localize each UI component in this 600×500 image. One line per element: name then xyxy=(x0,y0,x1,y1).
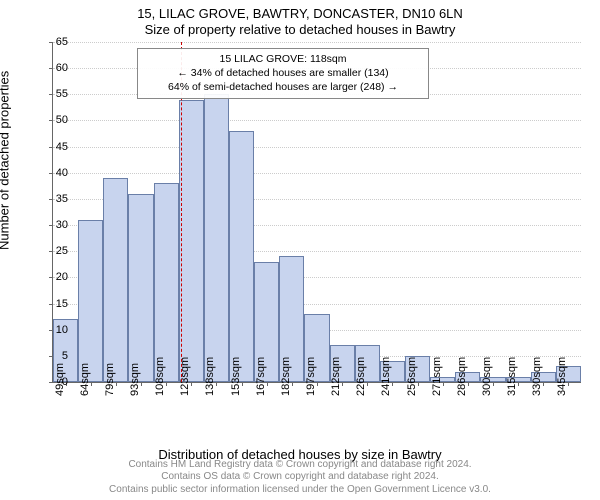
y-tick-label: 10 xyxy=(44,324,68,336)
footer-line-2: Contains OS data © Crown copyright and d… xyxy=(0,471,600,484)
x-tick-mark xyxy=(166,382,167,386)
page-title: 15, LILAC GROVE, BAWTRY, DONCASTER, DN10… xyxy=(0,6,600,21)
y-tick-label: 60 xyxy=(44,62,68,74)
histogram-bar xyxy=(179,100,204,382)
x-tick-mark xyxy=(568,382,569,386)
annotation-box: 15 LILAC GROVE: 118sqm ← 34% of detached… xyxy=(137,48,429,99)
y-tick-label: 20 xyxy=(44,271,68,283)
histogram-bar xyxy=(154,183,179,382)
grid-line xyxy=(53,120,581,121)
footer-line-3: Contains public sector information licen… xyxy=(0,484,600,497)
footer-line-1: Contains HM Land Registry data © Crown c… xyxy=(0,459,600,472)
x-tick-mark xyxy=(392,382,393,386)
x-tick-mark xyxy=(216,382,217,386)
x-tick-mark xyxy=(493,382,494,386)
histogram-bar xyxy=(78,220,103,382)
x-tick-mark xyxy=(543,382,544,386)
x-tick-mark xyxy=(367,382,368,386)
y-axis-label: Number of detached properties xyxy=(0,71,12,250)
y-tick-label: 65 xyxy=(44,36,68,48)
histogram-bar xyxy=(229,131,254,382)
x-tick-mark xyxy=(317,382,318,386)
annotation-line-3: 64% of semi-detached houses are larger (… xyxy=(144,80,422,94)
y-tick-label: 40 xyxy=(44,167,68,179)
x-tick-mark xyxy=(141,382,142,386)
x-tick-mark xyxy=(342,382,343,386)
annotation-line-2: ← 34% of detached houses are smaller (13… xyxy=(144,66,422,80)
plot-area: 15 LILAC GROVE: 118sqm ← 34% of detached… xyxy=(52,42,581,383)
grid-line xyxy=(53,173,581,174)
x-tick-mark xyxy=(518,382,519,386)
y-tick-label: 35 xyxy=(44,193,68,205)
y-tick-label: 5 xyxy=(44,350,68,362)
y-tick-label: 45 xyxy=(44,141,68,153)
y-tick-label: 30 xyxy=(44,219,68,231)
footer: Contains HM Land Registry data © Crown c… xyxy=(0,459,600,497)
annotation-line-1: 15 LILAC GROVE: 118sqm xyxy=(144,52,422,66)
y-tick-label: 55 xyxy=(44,88,68,100)
x-tick-mark xyxy=(191,382,192,386)
y-tick-label: 15 xyxy=(44,298,68,310)
y-tick-label: 25 xyxy=(44,245,68,257)
histogram-bar xyxy=(128,194,153,382)
grid-line xyxy=(53,147,581,148)
histogram-bar xyxy=(103,178,128,382)
grid-line xyxy=(53,42,581,43)
page-subtitle: Size of property relative to detached ho… xyxy=(0,22,600,37)
histogram-bar xyxy=(204,94,229,382)
chart-container: 15, LILAC GROVE, BAWTRY, DONCASTER, DN10… xyxy=(0,0,600,500)
y-tick-label: 50 xyxy=(44,114,68,126)
